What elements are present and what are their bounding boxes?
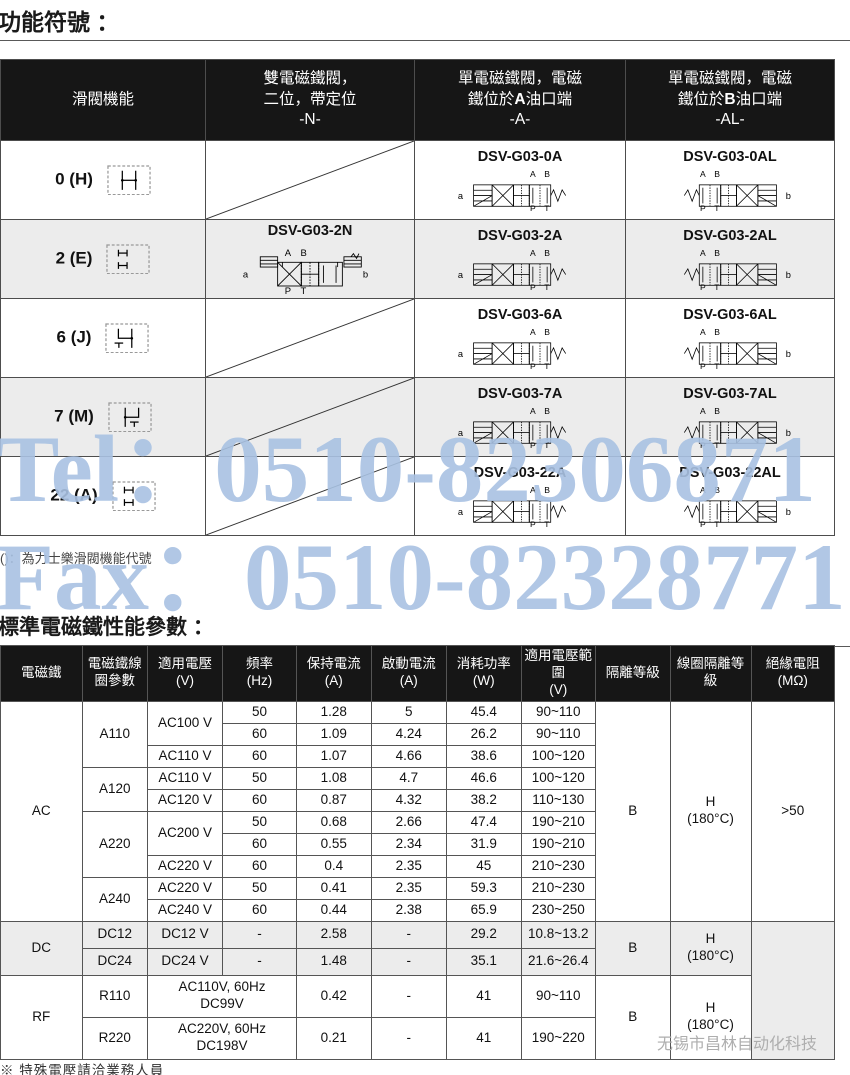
svg-text:T: T xyxy=(544,282,550,290)
svg-text:B: B xyxy=(544,406,550,416)
svg-text:b: b xyxy=(786,270,791,280)
svg-text:T: T xyxy=(301,286,307,295)
svg-text:B: B xyxy=(714,406,720,416)
svg-text:A: A xyxy=(530,406,536,416)
svg-text:T: T xyxy=(544,203,550,211)
svg-text:B: B xyxy=(544,248,550,258)
svg-text:P: P xyxy=(530,282,536,290)
svg-text:B: B xyxy=(301,248,307,259)
svg-text:P: P xyxy=(530,361,536,369)
svg-text:A: A xyxy=(700,327,706,337)
svg-text:B: B xyxy=(714,169,720,179)
svg-text:A: A xyxy=(700,406,706,416)
svg-text:B: B xyxy=(544,169,550,179)
svg-text:a: a xyxy=(458,270,464,280)
svg-text:B: B xyxy=(714,327,720,337)
svg-text:T: T xyxy=(714,282,720,290)
svg-text:b: b xyxy=(363,269,368,280)
svg-text:T: T xyxy=(714,361,720,369)
svg-text:P: P xyxy=(700,203,706,211)
svg-text:a: a xyxy=(458,349,464,359)
svg-text:B: B xyxy=(714,248,720,258)
svg-text:b: b xyxy=(786,349,791,359)
svg-text:P: P xyxy=(530,203,536,211)
svg-text:P: P xyxy=(700,361,706,369)
svg-text:P: P xyxy=(700,282,706,290)
svg-text:A: A xyxy=(530,248,536,258)
svg-text:B: B xyxy=(544,327,550,337)
svg-text:T: T xyxy=(544,361,550,369)
svg-text:A: A xyxy=(530,169,536,179)
svg-text:A: A xyxy=(700,248,706,258)
svg-text:P: P xyxy=(285,286,291,295)
svg-text:A: A xyxy=(285,248,292,259)
svg-text:A: A xyxy=(700,169,706,179)
svg-text:a: a xyxy=(458,191,464,201)
svg-text:a: a xyxy=(243,269,249,280)
svg-text:b: b xyxy=(786,191,791,201)
svg-text:T: T xyxy=(714,203,720,211)
svg-text:A: A xyxy=(530,327,536,337)
